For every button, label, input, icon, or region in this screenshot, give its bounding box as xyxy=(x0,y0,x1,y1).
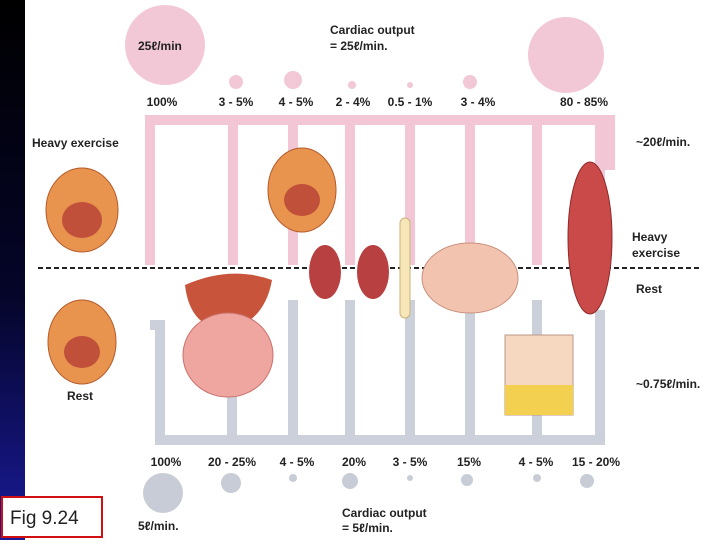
caption: Fig 9.24 xyxy=(10,508,79,529)
rest-percentage: 15 - 20% xyxy=(572,455,620,469)
heavy-rate: ~20ℓ/min. xyxy=(636,135,690,149)
exercise-pipes xyxy=(145,115,615,265)
rest-percentage: 20 - 25% xyxy=(208,455,256,469)
rest-rate: ~0.75ℓ/min. xyxy=(636,377,700,391)
heavy-exercise-label-right: Heavy exercise xyxy=(632,230,680,260)
exercise-rate: 25ℓ/min xyxy=(138,39,182,53)
exercise-percentage: 3 - 5% xyxy=(219,95,254,109)
rest-rate-bottom: 5ℓ/min. xyxy=(138,519,179,533)
exercise-percentage: 80 - 85% xyxy=(560,95,608,109)
rest-percentage: 15% xyxy=(457,455,481,469)
caption-box xyxy=(1,496,103,538)
exercise-percentage: 100% xyxy=(147,95,178,109)
exercise-cardiac-output: Cardiac output xyxy=(330,23,415,37)
exercise-cardiac-output-value: = 25ℓ/min. xyxy=(330,39,388,53)
rest-label-right: Rest xyxy=(636,282,662,296)
rest-percentage: 20% xyxy=(342,455,366,469)
exercise-percentage: 3 - 4% xyxy=(461,95,496,109)
rest-percentage: 3 - 5% xyxy=(393,455,428,469)
rest-cardiac-output-value: = 5ℓ/min. xyxy=(342,521,393,535)
side-strip xyxy=(0,0,25,540)
exercise-percentage: 4 - 5% xyxy=(279,95,314,109)
rest-percentage: 100% xyxy=(151,455,182,469)
exercise-circles xyxy=(125,5,604,93)
rest-cardiac-output: Cardiac output xyxy=(342,506,427,520)
exercise-percentage: 2 - 4% xyxy=(336,95,371,109)
organs xyxy=(45,147,613,416)
rest-circles xyxy=(143,473,594,513)
rest-label: Rest xyxy=(67,389,93,403)
rest-percentage: 4 - 5% xyxy=(280,455,315,469)
heavy-exercise-label: Heavy exercise xyxy=(32,136,119,150)
rest-percentage: 4 - 5% xyxy=(519,455,554,469)
exercise-percentage: 0.5 - 1% xyxy=(388,95,433,109)
